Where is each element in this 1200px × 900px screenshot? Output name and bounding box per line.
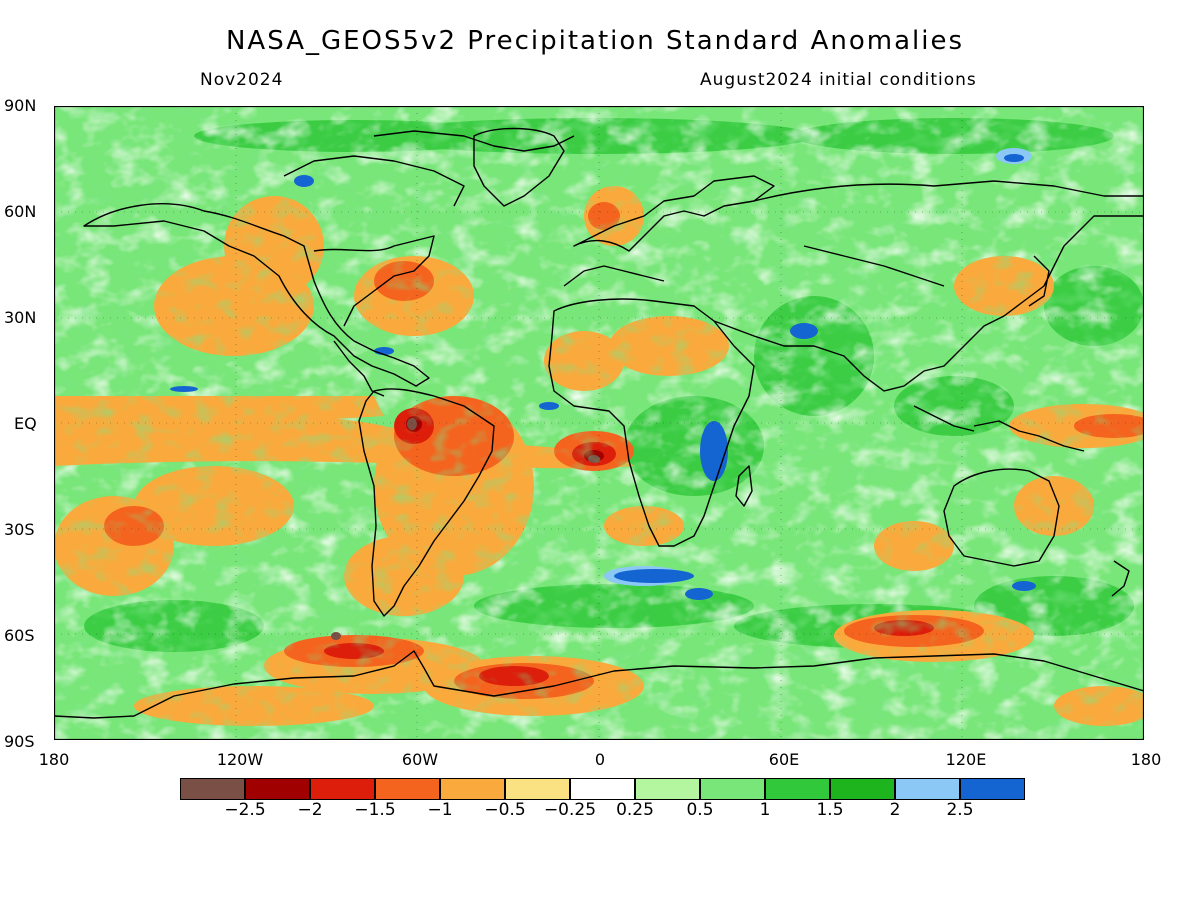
colorbar-label: 2.5 bbox=[946, 800, 974, 820]
lat-label-90s: 90S bbox=[4, 732, 35, 751]
lon-label-0: 0 bbox=[594, 750, 606, 769]
colorbar-swatch bbox=[180, 778, 245, 800]
colorbar-label: 0.25 bbox=[616, 800, 654, 820]
colorbar-swatch bbox=[505, 778, 570, 800]
lon-label-60w: 60W bbox=[401, 750, 439, 769]
map-frame bbox=[54, 106, 1144, 740]
colorbar-swatch bbox=[570, 778, 635, 800]
lat-label-60s: 60S bbox=[4, 626, 35, 645]
colorbar-swatch bbox=[635, 778, 700, 800]
colorbar-label: 1 bbox=[759, 800, 771, 820]
lon-label-120w: 120W bbox=[216, 750, 264, 769]
colorbar-swatch bbox=[245, 778, 310, 800]
lon-label-180e: 180 bbox=[1130, 750, 1162, 769]
lat-label-30s: 30S bbox=[4, 520, 35, 539]
lat-label-90n: 90N bbox=[4, 96, 37, 115]
lat-label-60n: 60N bbox=[4, 202, 37, 221]
colorbar-label: −1 bbox=[427, 800, 453, 820]
coastlines bbox=[54, 127, 1144, 719]
colorbar-label: −1.5 bbox=[354, 800, 396, 820]
initial-conditions: August2024 initial conditions bbox=[700, 70, 977, 90]
lon-label-120e: 120E bbox=[945, 750, 987, 769]
colorbar-label: −0.5 bbox=[484, 800, 526, 820]
colorbar-swatch bbox=[700, 778, 765, 800]
lon-label-180w: 180 bbox=[38, 750, 70, 769]
lat-label-30n: 30N bbox=[4, 308, 37, 327]
colorbar-label: 2 bbox=[889, 800, 901, 820]
graticule bbox=[54, 106, 1144, 740]
lon-label-60e: 60E bbox=[768, 750, 800, 769]
colorbar-label: −0.25 bbox=[543, 800, 597, 820]
colorbar-swatch bbox=[375, 778, 440, 800]
colorbar-label: 0.5 bbox=[686, 800, 714, 820]
colorbar-label: −2.5 bbox=[224, 800, 266, 820]
precipitation-anomaly-map bbox=[54, 106, 1144, 740]
colorbar-swatch bbox=[830, 778, 895, 800]
colorbar-swatch bbox=[960, 778, 1025, 800]
forecast-month: Nov2024 bbox=[200, 70, 284, 90]
lat-label-eq: EQ bbox=[14, 414, 37, 433]
strong-wet-regions bbox=[170, 148, 1036, 600]
colorbar-swatch bbox=[310, 778, 375, 800]
map-title: NASA_GEOS5v2 Precipitation Standard Anom… bbox=[225, 26, 965, 56]
colorbar-swatch bbox=[440, 778, 505, 800]
colorbar-label: −2 bbox=[297, 800, 323, 820]
colorbar-label: 1.5 bbox=[816, 800, 844, 820]
colorbar-swatch bbox=[765, 778, 830, 800]
colorbar-swatch bbox=[895, 778, 960, 800]
